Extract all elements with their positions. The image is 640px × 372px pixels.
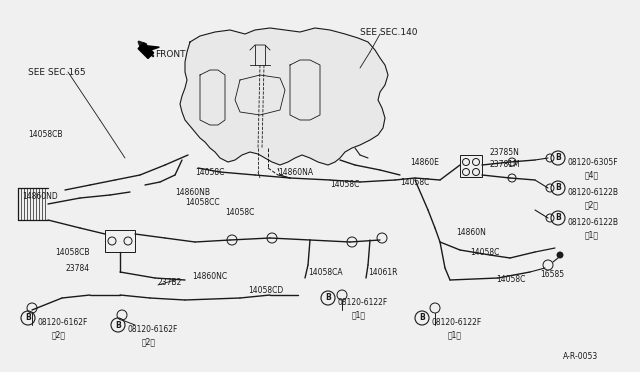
Text: 23784: 23784 xyxy=(65,264,89,273)
Text: 14860NB: 14860NB xyxy=(175,188,210,197)
Circle shape xyxy=(557,252,563,258)
Text: 08120-6122F: 08120-6122F xyxy=(432,318,483,327)
Text: 08120-6122B: 08120-6122B xyxy=(568,188,619,197)
Text: 14860N: 14860N xyxy=(456,228,486,237)
Text: 14058C: 14058C xyxy=(225,208,254,217)
Text: 14058CC: 14058CC xyxy=(185,198,220,207)
Text: 14058CB: 14058CB xyxy=(28,130,63,139)
Text: 08120-6122B: 08120-6122B xyxy=(568,218,619,227)
Text: 14860E: 14860E xyxy=(410,158,439,167)
Bar xyxy=(105,230,135,252)
Bar xyxy=(460,155,482,177)
Text: B: B xyxy=(555,183,561,192)
Text: 237B2: 237B2 xyxy=(158,278,182,287)
Text: 14061R: 14061R xyxy=(368,268,397,277)
Text: B: B xyxy=(555,214,561,222)
Polygon shape xyxy=(138,43,159,58)
Text: 23785N: 23785N xyxy=(490,148,520,157)
Text: FRONT: FRONT xyxy=(155,50,186,59)
Text: 08120-6305F: 08120-6305F xyxy=(568,158,619,167)
Text: 08120-6162F: 08120-6162F xyxy=(38,318,88,327)
Text: 14058C: 14058C xyxy=(330,180,360,189)
Text: （1）: （1） xyxy=(448,330,462,339)
Text: 14860NA: 14860NA xyxy=(278,168,313,177)
Text: 23781M: 23781M xyxy=(490,160,520,169)
Text: B: B xyxy=(555,154,561,163)
Text: 14058C: 14058C xyxy=(400,178,429,187)
Text: B: B xyxy=(25,314,31,323)
Text: （2）: （2） xyxy=(142,337,156,346)
Text: 14058C: 14058C xyxy=(195,168,225,177)
Text: SEE SEC.165: SEE SEC.165 xyxy=(28,68,86,77)
Text: （1）: （1） xyxy=(585,230,599,239)
Text: 08120-6122F: 08120-6122F xyxy=(338,298,388,307)
Text: 14058C: 14058C xyxy=(470,248,499,257)
Text: 14058CB: 14058CB xyxy=(55,248,90,257)
Text: 14058CD: 14058CD xyxy=(248,286,284,295)
Text: 08120-6162F: 08120-6162F xyxy=(128,325,179,334)
Text: B: B xyxy=(419,314,425,323)
Text: （1）: （1） xyxy=(352,310,366,319)
Polygon shape xyxy=(180,28,388,165)
Text: SEE SEC.140: SEE SEC.140 xyxy=(360,28,417,37)
Text: 14058CA: 14058CA xyxy=(308,268,342,277)
Text: 14860ND: 14860ND xyxy=(22,192,58,201)
Text: （2）: （2） xyxy=(52,330,66,339)
Text: B: B xyxy=(325,294,331,302)
Text: A-R-0053: A-R-0053 xyxy=(563,352,598,361)
Text: 14058C: 14058C xyxy=(496,275,525,284)
Text: B: B xyxy=(115,321,121,330)
Text: 14860NC: 14860NC xyxy=(192,272,227,281)
Text: （2）: （2） xyxy=(585,200,599,209)
Text: 16585: 16585 xyxy=(540,270,564,279)
Text: （4）: （4） xyxy=(585,170,599,179)
